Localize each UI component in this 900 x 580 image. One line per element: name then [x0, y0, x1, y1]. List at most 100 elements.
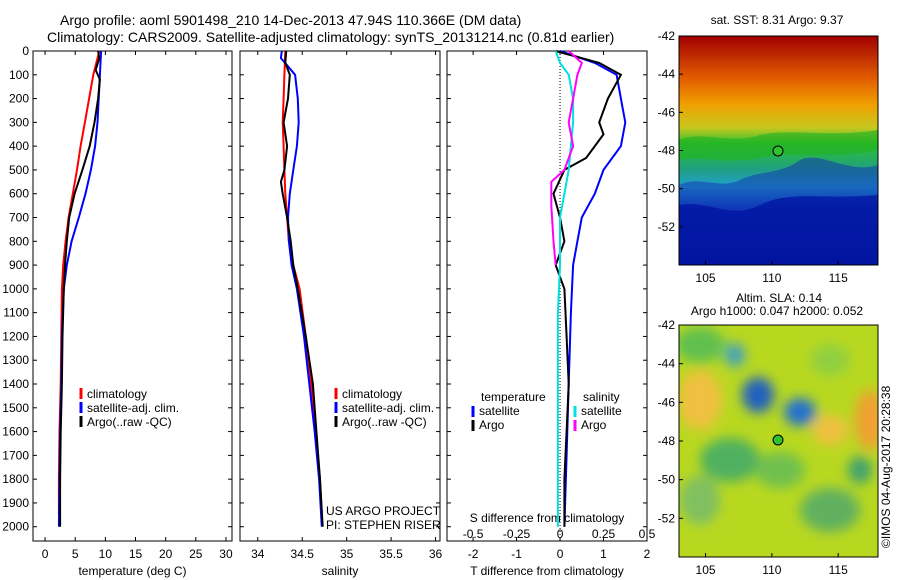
plot-frame: [446, 50, 648, 542]
legend-title: salinity: [583, 390, 620, 404]
s-tick-label: -0.5: [463, 527, 484, 541]
difference-profile-panel: -2 -1 0 1 2 T difference from climatology S di…: [446, 50, 656, 578]
legend-label: climatology: [87, 387, 147, 401]
depth-tick-label: 1800: [2, 472, 29, 486]
x-tick-label: 0: [42, 547, 49, 561]
legend-label: Argo: [479, 418, 505, 432]
sst-map-panel: -42 -44 -46 -48 -50 -52 105 110 115 sat. SST: 8.…: [658, 13, 879, 285]
series-line-magenta: [550, 50, 583, 266]
legend-label: satellite-adj. clim.: [342, 401, 434, 415]
x-axis-label-top: S difference from climatology: [470, 511, 625, 525]
map-lat-label: -44: [658, 67, 676, 81]
project-annotation: PI: STEPHEN RISER: [326, 518, 441, 532]
depth-tick-label: 1200: [2, 329, 29, 343]
x-axis-label: temperature (deg C): [78, 564, 186, 578]
map-lat-label: -50: [658, 182, 676, 196]
map-lat-label: -52: [658, 220, 676, 234]
depth-tick-label: 1000: [2, 282, 29, 296]
map-lat-label: -46: [658, 105, 676, 119]
legend-title: temperature: [481, 390, 546, 404]
depth-tick-label: 100: [9, 68, 29, 82]
legend-label: satellite-adj. clim.: [87, 401, 179, 415]
depth-tick-label: 1600: [2, 425, 29, 439]
x-tick-label: 0: [557, 547, 564, 561]
depth-tick-label: 1900: [2, 496, 29, 510]
x-tick-label: -2: [468, 547, 479, 561]
map-lon-label: 105: [696, 271, 716, 285]
map-lat-label: -50: [658, 473, 676, 487]
x-tick-label: 25: [189, 547, 203, 561]
x-tick-label: 30: [219, 547, 233, 561]
x-tick-label: -1: [511, 547, 522, 561]
map-lon-label: 110: [762, 271, 781, 285]
plot-frame: [32, 50, 233, 542]
sla-map-panel: -42 -44 -46 -48 -50 -52 105 110 115 Altim. SLA: …: [658, 291, 879, 577]
sst-map-title: sat. SST: 8.31 Argo: 9.37: [711, 13, 844, 27]
map-lat-label: -48: [658, 144, 676, 158]
figure-title-line1: Argo profile: aoml 5901498_210 14-Dec-20…: [60, 12, 522, 28]
x-tick-label: 35.5: [379, 547, 403, 561]
depth-tick-label: 400: [9, 139, 29, 153]
s-tick-label: -0.25: [503, 527, 531, 541]
x-axis-label: salinity: [322, 564, 359, 578]
map-lon-label: 115: [829, 271, 848, 285]
figure-title-line2: Climatology: CARS2009. Satellite-adjuste…: [47, 29, 615, 45]
x-tick-label: 36: [429, 547, 443, 561]
depth-tick-label: 1700: [2, 448, 29, 462]
map-lon-label: 115: [829, 563, 848, 577]
argo-float-marker: [772, 145, 784, 157]
x-tick-label: 2: [644, 547, 651, 561]
depth-tick-label: 1400: [2, 377, 29, 391]
depth-tick-label: 2000: [2, 520, 29, 534]
map-lat-label: -46: [658, 395, 676, 409]
legend-label: Argo: [581, 418, 607, 432]
project-annotation: US ARGO PROJECT: [326, 504, 441, 518]
map-lon-label: 105: [696, 563, 716, 577]
x-tick-label: 34: [251, 547, 265, 561]
map-lon-label: 110: [762, 563, 781, 577]
series-line-blue: [279, 50, 323, 527]
x-tick-label: 5: [72, 547, 79, 561]
legend-label: satellite: [581, 404, 622, 418]
legend-label: Argo(..raw -QC): [342, 415, 427, 429]
x-tick-label: 20: [159, 547, 173, 561]
depth-tick-label: 600: [9, 187, 29, 201]
x-tick-label: 15: [129, 547, 143, 561]
s-tick-label: 0.5: [639, 527, 656, 541]
depth-tick-label: 300: [9, 115, 29, 129]
map-lat-label: -48: [658, 434, 676, 448]
map-lat-label: -42: [658, 318, 676, 332]
depth-tick-label: 900: [9, 258, 29, 272]
temperature-profile-panel: 0100200300400500600700800900100011001200…: [2, 44, 233, 578]
series-line-blue: [559, 50, 627, 527]
depth-tick-label: 1100: [3, 306, 29, 320]
depth-tick-label: 1300: [2, 353, 29, 367]
plot-frame: [239, 50, 441, 542]
depth-tick-label: 1500: [2, 401, 29, 415]
s-tick-label: 0: [557, 527, 564, 541]
depth-tick-label: 500: [9, 163, 29, 177]
x-tick-label: 34.5: [291, 547, 315, 561]
series-line-black: [552, 50, 623, 527]
legend-label: climatology: [342, 387, 402, 401]
series-line-black: [279, 50, 324, 527]
imos-timestamp: ©IMOS 04-Aug-2017 20:28:38: [879, 385, 893, 548]
legend-label: satellite: [479, 404, 520, 418]
map-lat-label: -52: [658, 511, 676, 525]
x-tick-label: 35: [340, 547, 354, 561]
depth-tick-label: 700: [9, 211, 29, 225]
sla-map-subtitle: Argo h1000: 0.047 h2000: 0.052: [691, 304, 863, 318]
sla-map-title: Altim. SLA: 0.14: [736, 291, 822, 305]
series-line-cyan: [554, 50, 575, 527]
salinity-profile-panel: 34 34.5 35 35.5 36 salinity climatologysatelli…: [239, 50, 443, 578]
depth-tick-label: 800: [9, 234, 29, 248]
x-tick-label: 10: [99, 547, 113, 561]
x-tick-label: 1: [600, 547, 607, 561]
s-tick-label: 0.25: [592, 527, 616, 541]
legend-label: Argo(..raw -QC): [87, 415, 172, 429]
map-lat-label: -42: [658, 29, 676, 43]
map-lat-label: -44: [658, 357, 676, 371]
argo-float-marker-sla: [772, 434, 784, 446]
x-axis-label: T difference from climatology: [470, 564, 624, 578]
